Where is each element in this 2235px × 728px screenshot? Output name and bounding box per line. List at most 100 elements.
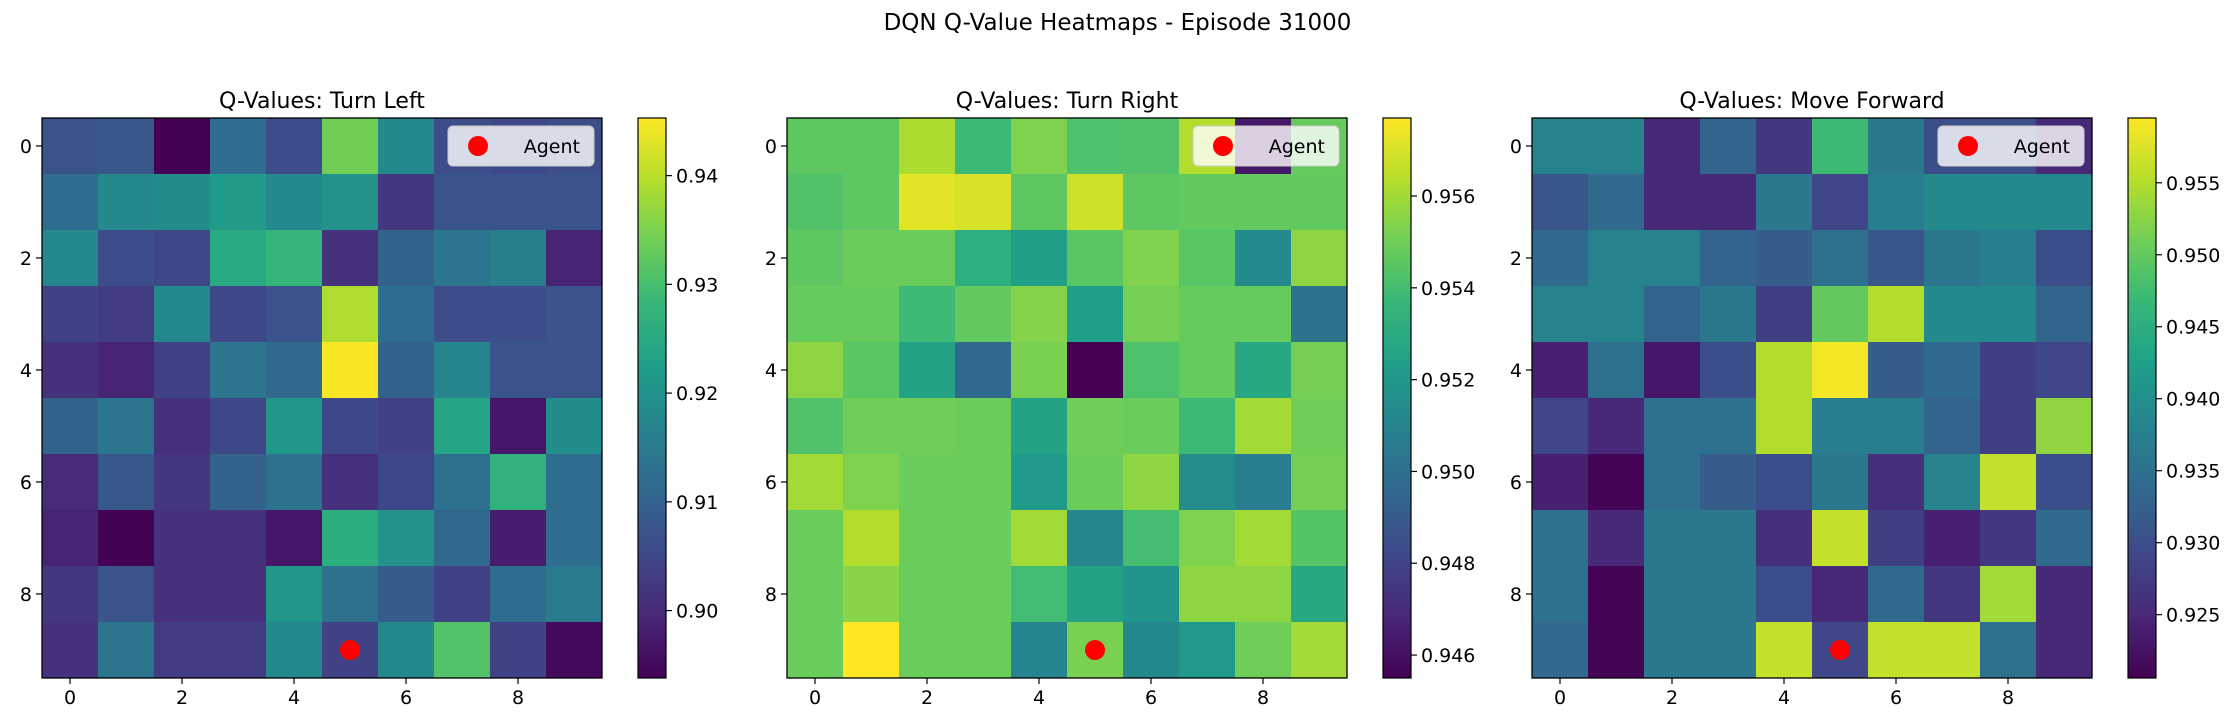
heatmap-cell [154, 454, 211, 511]
heatmap-cell [42, 174, 99, 231]
heatmap-cell [1700, 622, 1757, 679]
legend-agent-marker [1213, 136, 1233, 156]
heatmap-cell [546, 454, 603, 511]
heatmap-cell [1179, 454, 1236, 511]
heatmap-cell [787, 510, 844, 567]
heatmap-cell [322, 510, 379, 567]
heatmap-cell [154, 342, 211, 399]
heatmap-cell [1067, 510, 1124, 567]
legend: Agent [1192, 125, 1340, 167]
heatmap-cell [1067, 566, 1124, 623]
heatmap-panel-turn-right: Q-Values: Turn Right 0 2 4 6 8 0 2 4 6 8 Agent 0.946… [765, 89, 1476, 709]
heatmap-cell [1011, 454, 1068, 511]
heatmap-cell [378, 566, 435, 623]
y-tick-label: 2 [765, 248, 777, 270]
heatmap-cell [1011, 118, 1068, 175]
heatmap-cell [546, 174, 603, 231]
heatmap-cell [1235, 286, 1292, 343]
heatmap-cell [210, 118, 267, 175]
heatmap-cell [1644, 398, 1701, 455]
colorbar-tick-label: 0.956 [1421, 186, 1475, 208]
heatmap-cell [1756, 510, 1813, 567]
y-tick-label: 6 [20, 472, 32, 494]
heatmap-cell [378, 230, 435, 287]
heatmap-cell [1291, 286, 1348, 343]
heatmap-cell [787, 398, 844, 455]
heatmap-cell [1532, 566, 1589, 623]
heatmap-cell [787, 118, 844, 175]
heatmap-cell [154, 118, 211, 175]
heatmap-cell [1123, 622, 1180, 679]
heatmap-cell [1588, 118, 1645, 175]
x-tick-label: 8 [512, 687, 524, 709]
heatmap-cell [899, 510, 956, 567]
heatmap-cell [1235, 566, 1292, 623]
heatmap-cell [1644, 342, 1701, 399]
heatmap-cell [1532, 454, 1589, 511]
heatmap-cell [1532, 510, 1589, 567]
heatmap-cell [1812, 342, 1869, 399]
heatmap-cell [1532, 398, 1589, 455]
x-tick-label: 8 [1257, 687, 1269, 709]
heatmap-cell [546, 510, 603, 567]
x-tick-label: 4 [288, 687, 300, 709]
heatmap-cell [1644, 118, 1701, 175]
heatmap-cell [843, 174, 900, 231]
heatmap-cell [843, 118, 900, 175]
heatmap-cell [1924, 286, 1981, 343]
heatmap-cell [154, 398, 211, 455]
heatmap-cell [42, 342, 99, 399]
chart-title: Q-Values: Move Forward [1679, 89, 1944, 114]
heatmap-cell [955, 230, 1012, 287]
heatmap-cell [42, 510, 99, 567]
colorbar-tick-label: 0.930 [2166, 533, 2220, 555]
heatmap-cell [1067, 398, 1124, 455]
heatmap-cell [1980, 230, 2037, 287]
heatmap-cell [154, 566, 211, 623]
heatmap-cell [843, 454, 900, 511]
y-tick-label: 0 [20, 136, 32, 158]
heatmap-cell [1067, 454, 1124, 511]
y-tick-label: 2 [20, 248, 32, 270]
heatmap-cell [1532, 342, 1589, 399]
heatmap-cell [1588, 510, 1645, 567]
x-tick-label: 8 [2002, 687, 2014, 709]
heatmap-cell [1924, 342, 1981, 399]
heatmap-cell [1700, 174, 1757, 231]
heatmap-cell [546, 230, 603, 287]
heatmap-cell [899, 230, 956, 287]
legend-label: Agent [524, 136, 580, 158]
heatmap-cell [1588, 454, 1645, 511]
heatmap-cell [1123, 174, 1180, 231]
heatmap-cell [843, 398, 900, 455]
heatmap-cell [1644, 622, 1701, 679]
x-tick-label: 2 [921, 687, 933, 709]
heatmap-cell [1011, 510, 1068, 567]
heatmap-cell [266, 510, 323, 567]
heatmap-cell [1067, 118, 1124, 175]
heatmap-cell [1291, 342, 1348, 399]
heatmap-cell [1756, 230, 1813, 287]
axes-frame [786, 117, 1348, 679]
heatmap-cell [378, 118, 435, 175]
heatmap-cell [42, 398, 99, 455]
heatmap-cell [154, 230, 211, 287]
colorbar [2127, 117, 2157, 679]
heatmap-cells [42, 118, 603, 679]
agent-marker [1830, 640, 1850, 660]
heatmap-cell [1756, 118, 1813, 175]
heatmap-cell [378, 510, 435, 567]
heatmap-cell [787, 566, 844, 623]
heatmap-cell [899, 398, 956, 455]
colorbar [637, 117, 667, 679]
x-tick-label: 0 [809, 687, 821, 709]
y-tick-label: 0 [765, 136, 777, 158]
heatmap-cell [2036, 230, 2093, 287]
heatmap-cell [546, 342, 603, 399]
heatmap-cell [1067, 230, 1124, 287]
heatmap-cell [955, 454, 1012, 511]
heatmap-cell [1179, 230, 1236, 287]
heatmap-cell [1067, 174, 1124, 231]
heatmap-cell [546, 566, 603, 623]
heatmap-cell [843, 342, 900, 399]
